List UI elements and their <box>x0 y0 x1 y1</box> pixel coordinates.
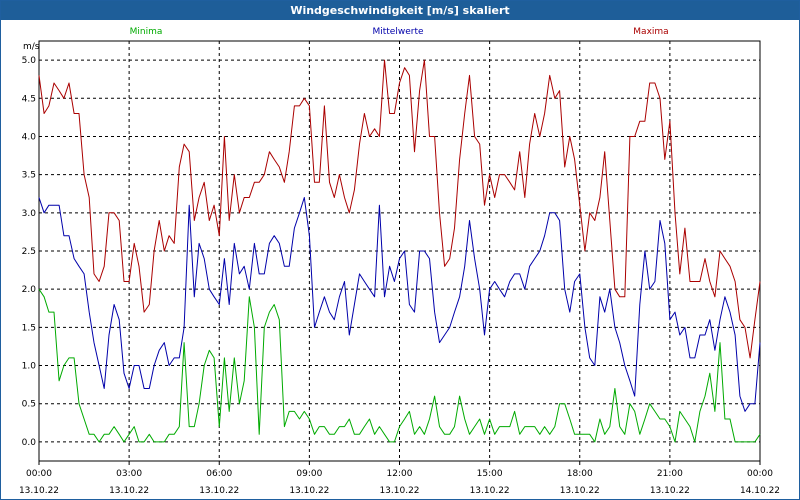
x-tick-date: 13.10.22 <box>650 486 690 496</box>
y-tick-label: 0.0 <box>22 438 37 448</box>
y-tick-label: 2.0 <box>22 285 37 295</box>
y-tick-label: 1.5 <box>22 323 36 333</box>
axes: 0.0 0.5 1.0 1.5 2.0 2.5 3.0 3.5 4.0 4.5 5.0 00:00 13… <box>19 42 780 496</box>
legend-entry-mittelwerte: Mittelwerte <box>372 27 423 37</box>
x-tick-date: 13.10.22 <box>289 486 329 496</box>
x-tick-time: 18:00 <box>567 469 593 479</box>
y-tick-label: 0.5 <box>22 400 36 410</box>
y-tick-label: 2.5 <box>22 247 36 257</box>
y-tick-label: 3.0 <box>22 209 37 219</box>
x-tick-time: 00:00 <box>747 469 773 479</box>
grid <box>39 41 760 461</box>
x-tick-time: 03:00 <box>116 469 142 479</box>
series-line-mittelwerte <box>38 197 761 412</box>
x-tick-time: 21:00 <box>657 469 683 479</box>
chart-title: Windgeschwindigkeit [m/s] skaliert <box>290 4 510 17</box>
x-tick-time: 12:00 <box>387 469 413 479</box>
x-tick-date: 13.10.22 <box>199 486 239 496</box>
y-tick-label: 4.0 <box>22 132 37 142</box>
series-line-maxima <box>38 59 761 359</box>
x-tick-time: 00:00 <box>26 469 52 479</box>
series-group <box>38 59 761 443</box>
x-tick-time: 09:00 <box>296 469 322 479</box>
x-tick-date: 13.10.22 <box>109 486 149 496</box>
x-tick-date: 13.10.22 <box>560 486 600 496</box>
legend-entry-maxima: Maxima <box>633 27 668 37</box>
legend-entry-minima: Minima <box>130 27 163 37</box>
x-tick-time: 06:00 <box>206 469 232 479</box>
y-axis-label: m/s <box>23 42 40 52</box>
y-tick-label: 5.0 <box>22 56 37 66</box>
legend: Minima Mittelwerte Maxima <box>130 27 669 37</box>
x-tick-date: 13.10.22 <box>470 486 510 496</box>
y-tick-label: 3.5 <box>22 171 36 181</box>
x-tick-date: 14.10.22 <box>740 486 780 496</box>
series-line-minima <box>38 288 761 443</box>
title-bar: Windgeschwindigkeit [m/s] skaliert <box>1 1 799 20</box>
y-tick-label: 1.0 <box>22 362 37 372</box>
y-tick-label: 4.5 <box>22 94 36 104</box>
x-tick-time: 15:00 <box>477 469 503 479</box>
x-tick-date: 13.10.22 <box>19 486 59 496</box>
x-tick-date: 13.10.22 <box>379 486 419 496</box>
